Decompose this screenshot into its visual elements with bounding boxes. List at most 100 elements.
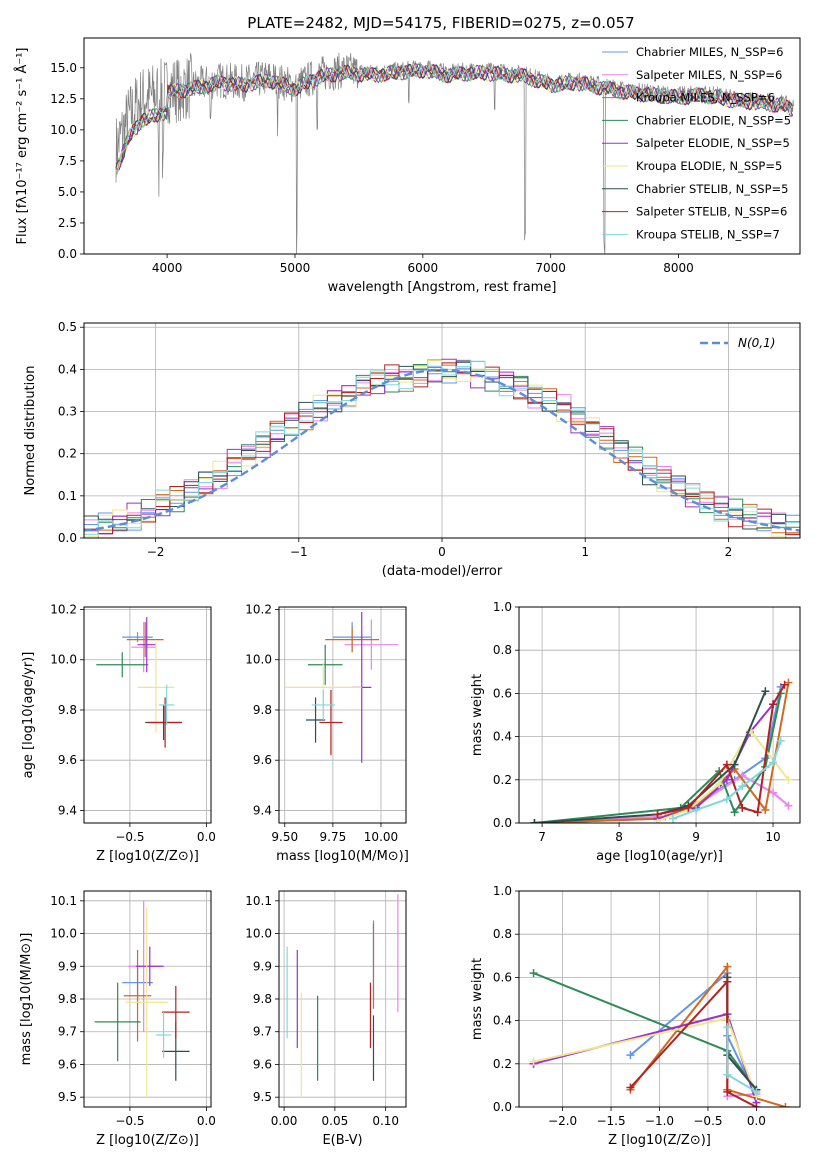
weight-line-7 — [726, 977, 758, 1091]
weight-marker — [723, 1023, 732, 1032]
x-tick-label: 0.0 — [747, 1114, 766, 1128]
y-tick-label: 0.1 — [58, 489, 77, 503]
x-tick-label: 9 — [692, 830, 700, 844]
legend-entry: Kroupa STELIB, N_SSP=7 — [636, 227, 780, 241]
plot-area-weight-vs-age — [530, 678, 793, 823]
weight-line-1 — [534, 686, 782, 823]
y-tick-label: 7.5 — [58, 154, 77, 168]
y-tick-label: 0.2 — [493, 773, 512, 787]
panel-age-vs-Z: −0.5 0.0 9.4 9.6 9.8 10.0 10.2 Z [log10(Z/Z⊙)] a… — [21, 603, 216, 864]
panel-mass-vs-Z: −0.5 0.0 9.5 9.6 9.7 9.8 9.9 10.0 10.1 Z [log10(Z… — [19, 890, 216, 1148]
weight-marker — [776, 736, 785, 745]
weight-marker — [780, 680, 789, 689]
axes-frame — [83, 322, 801, 539]
legend-entry: Chabrier STELIB, N_SSP=5 — [636, 182, 788, 196]
x-tick-label: 8 — [615, 830, 623, 844]
y-tick-label: 0.4 — [493, 1014, 512, 1028]
x-tick-label: −1 — [290, 545, 308, 559]
x-axis-label: Z [log10(Z/Z⊙)] — [96, 1133, 199, 1148]
weight-marker — [769, 758, 778, 767]
legend-entry: Kroupa ELODIE, N_SSP=5 — [636, 159, 782, 173]
axes-frame — [278, 606, 407, 824]
axes-frame — [278, 890, 407, 1108]
y-tick-label: 9.8 — [58, 992, 77, 1006]
weight-marker — [738, 803, 747, 812]
weight-marker — [723, 977, 732, 986]
y-tick-label: 9.7 — [58, 1025, 77, 1039]
y-tick-label: 0.2 — [493, 1057, 512, 1071]
legend-entry: Salpeter STELIB, N_SSP=6 — [636, 205, 787, 219]
weight-marker — [769, 700, 778, 709]
x-tick-label: 2 — [725, 545, 733, 559]
weight-marker — [626, 1051, 635, 1060]
y-tick-label: 0.2 — [58, 447, 77, 461]
model-spectrum-4 — [115, 63, 794, 170]
panel-weight-vs-age: 7 8 9 10 0.0 0.2 0.4 0.6 0.8 1.0 age [log10(age/yr… — [470, 600, 801, 864]
panel-spectrum: 4000 5000 6000 7000 8000 0.0 2.5 5.0 7.5 10.0 12.5… — [14, 37, 801, 295]
y-tick-label: 9.4 — [58, 803, 77, 817]
normal-curve — [84, 368, 800, 532]
panel-mass-vs-EBV: 0.00 0.05 0.10 9.5 9.6 9.7 9.8 9.9 10.0 10.1 E(B-V… — [245, 890, 407, 1148]
y-tick-label: 15.0 — [50, 61, 77, 75]
y-tick-label: 10.0 — [50, 123, 77, 137]
plot-area-age-vs-mass — [284, 612, 399, 763]
x-tick-label: 4000 — [152, 261, 183, 275]
y-tick-label: 10.2 — [50, 603, 77, 617]
y-tick-label: 0.4 — [58, 362, 77, 376]
weight-marker — [761, 687, 770, 696]
y-tick-label: 1.0 — [493, 884, 512, 898]
x-tick-label: 1 — [581, 545, 589, 559]
y-tick-label: 9.6 — [58, 1057, 77, 1071]
x-tick-label: 9.75 — [320, 830, 347, 844]
y-tick-label: 10.2 — [245, 603, 272, 617]
y-axis-label: mass [log10(M/M⊙)] — [19, 933, 34, 1066]
x-axis-label: E(B-V) — [322, 1133, 362, 1148]
weight-marker — [784, 775, 793, 784]
weight-marker — [653, 810, 662, 819]
y-tick-label: 9.8 — [58, 703, 77, 717]
y-tick-label: 5.0 — [58, 185, 77, 199]
figure-title: PLATE=2482, MJD=54175, FIBERID=0275, z=0… — [247, 14, 634, 32]
x-axis-label: Z [log10(Z/Z⊙)] — [96, 849, 199, 864]
weight-marker — [692, 806, 701, 815]
legend-entry: Salpeter ELODIE, N_SSP=5 — [636, 136, 790, 150]
y-tick-label: 0.8 — [493, 927, 512, 941]
y-tick-label: 10.0 — [50, 653, 77, 667]
legend-entry: Salpeter MILES, N_SSP=6 — [636, 68, 782, 82]
y-tick-label: 0.5 — [58, 320, 77, 334]
x-tick-label: −0.5 — [693, 1114, 722, 1128]
y-tick-label: 9.9 — [58, 959, 77, 973]
weight-marker — [723, 962, 732, 971]
x-tick-label: 10 — [765, 830, 780, 844]
weight-marker — [769, 788, 778, 797]
axes-frame — [518, 890, 801, 1108]
x-tick-label: 9.50 — [271, 830, 298, 844]
x-tick-label: 0.0 — [197, 1114, 216, 1128]
y-tick-label: 9.5 — [58, 1090, 77, 1104]
y-tick-label: 9.8 — [253, 703, 272, 717]
x-tick-label: 10.00 — [364, 830, 398, 844]
y-tick-label: 0.0 — [493, 1100, 512, 1114]
x-tick-label: 0.10 — [372, 1114, 399, 1128]
model-spectrum-8 — [115, 63, 793, 171]
model-spectrum-9 — [115, 63, 793, 177]
y-tick-label: 9.4 — [253, 803, 272, 817]
y-axis-label: Flux [fλ10⁻¹⁷ erg cm⁻² s⁻¹ Å⁻¹] — [14, 48, 30, 245]
x-tick-label: 5000 — [280, 261, 311, 275]
weight-marker — [684, 803, 693, 812]
y-tick-label: 9.6 — [253, 1057, 272, 1071]
axes-frame — [83, 606, 212, 824]
weight-line-9 — [672, 740, 782, 820]
x-tick-label: 0.0 — [197, 830, 216, 844]
x-tick-label: −2 — [147, 545, 165, 559]
weight-marker — [730, 808, 739, 817]
y-tick-label: 2.5 — [58, 216, 77, 230]
x-axis-label: wavelength [Angstrom, rest frame] — [328, 280, 557, 295]
axes-frame — [518, 606, 801, 824]
y-tick-label: 0.6 — [493, 686, 512, 700]
weight-marker — [723, 1087, 732, 1096]
y-tick-label: 0.0 — [58, 247, 77, 261]
y-axis-label: mass weight — [470, 674, 485, 756]
panel-residuals: −2 −1 0 1 2 0.0 0.1 0.2 0.3 0.4 0.5 (data-model)/er… — [23, 320, 801, 579]
